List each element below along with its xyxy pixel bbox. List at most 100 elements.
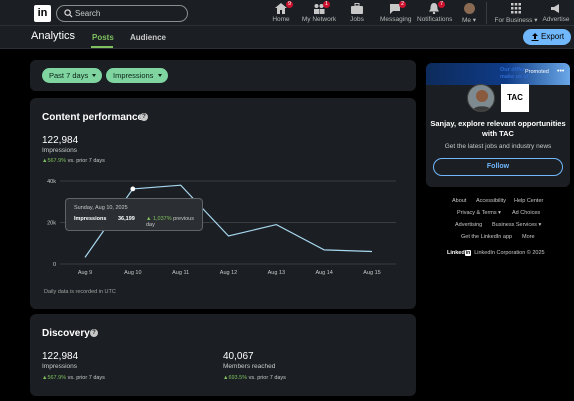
impressions-delta: ▲567.9% vs. prior 7 days	[42, 158, 105, 164]
person-icon	[468, 85, 494, 111]
network-badge: 1	[323, 1, 330, 8]
tab-audience[interactable]: Audience	[130, 33, 167, 42]
nav-notifications-label: Notifications	[417, 16, 453, 23]
nav-jobs[interactable]: Jobs	[346, 3, 368, 25]
x-tick-label: Aug 10	[124, 270, 141, 276]
help-icon[interactable]: ?	[90, 329, 98, 337]
search-icon	[64, 9, 73, 18]
tooltip-change-text: previous day	[146, 216, 194, 228]
search-box[interactable]: Search	[56, 5, 188, 22]
y-tick-label: 0	[53, 262, 56, 268]
bell-icon	[429, 3, 439, 14]
discovery-title: Discovery	[42, 328, 90, 339]
export-button[interactable]: Export	[523, 29, 571, 45]
nav-me[interactable]: Me ▾	[458, 3, 480, 25]
nav-for-business-label: For Business	[494, 17, 533, 24]
linkedin-logo[interactable]: in	[34, 5, 51, 22]
tooltip-value: 36,199	[118, 216, 135, 222]
discovery-impressions-label: Impressions	[42, 363, 78, 370]
nav-home[interactable]: 9 Home	[270, 1, 293, 25]
footer-brand-in: in	[464, 250, 472, 256]
filter-bar: Past 7 days Impressions	[30, 60, 416, 91]
tac-logo[interactable]: TAC	[501, 84, 529, 112]
ad-subtext: Get the latest jobs and industry news	[444, 143, 552, 150]
more-options-icon[interactable]: •••	[557, 68, 565, 75]
footer-link-advertising[interactable]: Advertising	[455, 222, 483, 228]
nav-my-network[interactable]: 1 My Network	[301, 1, 337, 25]
tooltip-date: Sunday, Aug 10, 2025	[74, 205, 128, 211]
export-label: Export	[541, 32, 565, 41]
footer-link-more[interactable]: More	[522, 234, 535, 240]
footer-link-accessibility[interactable]: Accessibility	[476, 198, 506, 204]
promoted-label: Promoted	[525, 69, 549, 75]
tooltip-change: ▲ 1,037% previous day	[146, 216, 202, 228]
x-tick-label: Aug 11	[172, 270, 189, 276]
footer-brand: Linked	[447, 250, 465, 256]
ad-banner: Our differ make us st	[426, 63, 570, 85]
members-reached-delta-value: ▲693.5%	[223, 375, 248, 381]
x-tick-label: Aug 14	[315, 270, 332, 276]
footer-link-get-app[interactable]: Get the LinkedIn app	[461, 234, 513, 240]
messaging-badge: 2	[399, 1, 406, 8]
follow-button[interactable]: Follow	[433, 158, 563, 176]
nav-messaging-label: Messaging	[380, 16, 412, 23]
active-tab-indicator	[91, 46, 113, 48]
impressions-delta-value: ▲567.9%	[42, 158, 67, 164]
nav-divider	[486, 2, 487, 24]
chevron-down-icon	[92, 74, 96, 77]
profile-avatar	[463, 3, 475, 14]
nav-jobs-label: Jobs	[350, 16, 364, 23]
help-icon[interactable]: ?	[140, 113, 148, 121]
discovery-card: Discovery ? 122,984 Impressions ▲567.9% …	[30, 314, 416, 396]
upload-icon	[531, 33, 539, 41]
grid-icon	[511, 3, 521, 14]
x-tick-label: Aug 9	[78, 270, 92, 276]
nav-advertise[interactable]: Advertise	[542, 3, 570, 25]
footer-link-ad-choices[interactable]: Ad Choices	[512, 210, 541, 216]
x-tick-label: Aug 13	[268, 270, 285, 276]
copyright: Linkedin LinkedIn Corporation © 2025	[447, 250, 545, 256]
y-tick-label: 20k	[47, 221, 56, 227]
chevron-down-icon	[158, 74, 162, 77]
analytics-header: Analytics Posts Audience	[0, 26, 574, 49]
nav-for-business[interactable]: For Business ▾	[494, 3, 538, 25]
nav-messaging[interactable]: 2 Messaging	[380, 1, 412, 25]
promoted-ad: Our differ make us st Promoted ••• TAC S…	[426, 63, 570, 187]
discovery-impressions-delta: ▲567.9% vs. prior 7 days	[42, 375, 105, 381]
nav-me-label: Me	[461, 17, 471, 24]
nav-notifications[interactable]: 7 Notifications	[417, 1, 453, 25]
metric-filter-label: Impressions	[113, 71, 154, 80]
period-filter-label: Past 7 days	[49, 71, 89, 80]
metric-filter[interactable]: Impressions	[106, 68, 168, 83]
ad-banner-line-2: make us st	[500, 74, 529, 80]
tooltip-change-value: ▲ 1,037%	[146, 216, 172, 222]
ad-banner-line-1: Our differ	[500, 67, 526, 73]
ad-headline: Sanjay, explore relevant opportunities w…	[430, 119, 566, 138]
period-filter[interactable]: Past 7 days	[42, 68, 102, 83]
impressions-delta-text: vs. prior 7 days	[67, 158, 105, 164]
members-reached-delta-text: vs. prior 7 days	[248, 375, 286, 381]
discovery-impressions: 122,984	[42, 351, 79, 362]
utc-footnote: Daily data is recorded in UTC	[44, 289, 116, 295]
footer-link-privacy-terms[interactable]: Privacy & Terms ▾	[457, 210, 501, 216]
ad-user-avatar	[467, 84, 495, 112]
nav-home-label: Home	[272, 16, 290, 23]
data-point[interactable]	[130, 186, 136, 192]
briefcase-icon	[351, 3, 363, 14]
tab-posts[interactable]: Posts	[92, 33, 114, 42]
footer-link-about[interactable]: About	[452, 198, 467, 204]
network-icon	[314, 4, 325, 14]
nav-advertise-label: Advertise	[542, 16, 570, 23]
impressions-label: Impressions	[42, 147, 78, 154]
impressions-line-chart[interactable]: 0 20k 40k Aug 9 Aug 10 Aug 11 Aug 12 Aug 13 Aug…	[30, 170, 416, 280]
search-placeholder: Search	[75, 9, 101, 18]
notifications-badge: 7	[438, 1, 445, 8]
members-reached-delta: ▲693.5% vs. prior 7 days	[223, 375, 286, 381]
x-tick-label: Aug 15	[363, 270, 380, 276]
tooltip-label: Impressions	[74, 216, 107, 222]
footer-link-business-services[interactable]: Business Services ▾	[492, 222, 542, 228]
discovery-impressions-delta-value: ▲567.9%	[42, 375, 67, 381]
discovery-impressions-delta-text: vs. prior 7 days	[67, 375, 105, 381]
footer-link-help-center[interactable]: Help Center	[514, 198, 544, 204]
y-tick-label: 40k	[47, 179, 56, 185]
